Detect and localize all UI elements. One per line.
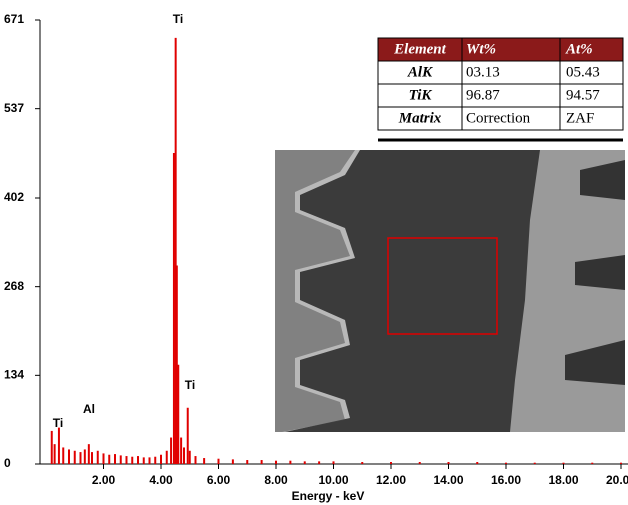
- table-cell: Correction: [466, 110, 531, 126]
- x-tick-label: 18.00: [548, 473, 578, 487]
- y-tick-label: 134: [4, 368, 24, 382]
- y-tick-label: 402: [4, 190, 24, 204]
- table-cell: 96.87: [466, 87, 500, 103]
- peak-label: Ti: [173, 12, 183, 26]
- peak-label: Ti: [185, 378, 195, 392]
- x-tick-label: 6.00: [207, 473, 231, 487]
- x-tick-label: 4.00: [149, 473, 173, 487]
- table-cell: ZAF: [566, 110, 594, 126]
- x-tick-label: 8.00: [264, 473, 288, 487]
- table-cell: 05.43: [566, 64, 600, 80]
- chart: Energy - keV 0 134 268 402 537 671 2.00 4.00 6.0…: [0, 0, 628, 505]
- table-cell: 94.57: [566, 87, 600, 103]
- x-axis-label: Energy - keV: [292, 489, 365, 503]
- y-tick-label: 671: [4, 12, 24, 26]
- y-tick-label: 0: [4, 456, 11, 470]
- x-tick-label: 10.00: [318, 473, 348, 487]
- table-cell: AlK: [407, 64, 433, 80]
- peak-label: Al: [83, 402, 95, 416]
- table-header: Wt%: [466, 41, 496, 57]
- x-tick-label: 14.00: [433, 473, 463, 487]
- x-tick-label: 20.00: [606, 473, 628, 487]
- table-header: Element: [393, 41, 446, 57]
- table-header: At%: [565, 41, 593, 57]
- x-tick-label: 16.00: [491, 473, 521, 487]
- table-cell: TiK: [409, 87, 433, 103]
- sem-image: [275, 150, 625, 432]
- peak-label: Ti: [53, 416, 63, 430]
- x-tick-label: 12.00: [376, 473, 406, 487]
- table-cell: Matrix: [398, 110, 442, 126]
- y-tick-label: 268: [4, 279, 24, 293]
- table-cell: 03.13: [466, 64, 500, 80]
- x-tick-label: 2.00: [92, 473, 116, 487]
- y-tick-label: 537: [4, 101, 24, 115]
